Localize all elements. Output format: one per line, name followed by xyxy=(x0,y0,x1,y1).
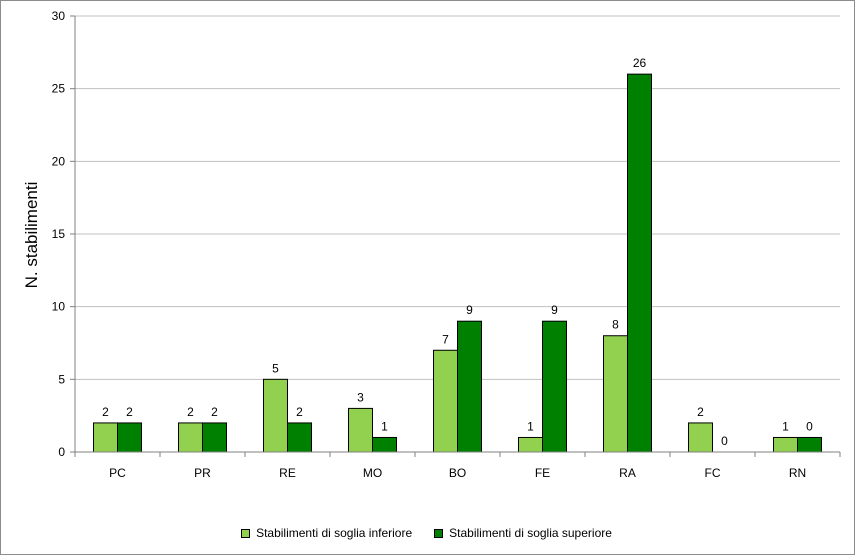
bar-superiore-RN xyxy=(797,436,822,453)
data-label: 2 xyxy=(187,405,194,419)
legend: Stabilimenti di soglia inferiore Stabili… xyxy=(0,526,853,540)
legend-swatch-inferiore xyxy=(241,528,251,538)
bar-superiore-PC xyxy=(117,422,142,453)
bar-inferiore-FC xyxy=(688,422,713,453)
bar-inferiore-PC xyxy=(93,422,118,453)
legend-label-superiore: Stabilimenti di soglia superiore xyxy=(449,526,612,540)
data-label: 26 xyxy=(633,56,647,70)
data-label: 9 xyxy=(551,303,558,317)
data-label: 2 xyxy=(126,405,133,419)
bar-inferiore-MO xyxy=(348,407,373,453)
bar-inferiore-BO xyxy=(433,349,458,453)
data-label: 1 xyxy=(381,419,388,433)
bar-inferiore-RA xyxy=(603,335,628,453)
y-tick-label: 0 xyxy=(58,445,65,459)
gridlines xyxy=(75,15,840,380)
x-tick-label: PC xyxy=(109,466,126,480)
legend-swatch-superiore xyxy=(434,528,444,538)
bar-inferiore-RE xyxy=(263,378,288,453)
x-tick-label: FE xyxy=(535,466,550,480)
legend-label-inferiore: Stabilimenti di soglia inferiore xyxy=(256,526,413,540)
data-label: 7 xyxy=(442,332,449,346)
y-tick-label: 30 xyxy=(52,9,66,23)
bar-inferiore-FE xyxy=(518,436,543,453)
data-label: 0 xyxy=(806,419,813,433)
data-label: 1 xyxy=(782,419,789,433)
bar-superiore-RA xyxy=(627,73,652,453)
bar-superiore-FE xyxy=(542,320,567,453)
bar-superiore-PR xyxy=(202,422,227,453)
x-tick-label: PR xyxy=(194,466,211,480)
x-tick-label: RE xyxy=(279,466,296,480)
x-tick-labels: PC PR RE MO BO FE RA FC RN xyxy=(74,452,841,480)
x-tick-label: FC xyxy=(705,466,721,480)
bars xyxy=(93,73,822,453)
data-label: 2 xyxy=(697,405,704,419)
legend-item-inferiore: Stabilimenti di soglia inferiore xyxy=(241,526,412,540)
bar-superiore-MO xyxy=(372,436,397,453)
bar-superiore-BO xyxy=(457,320,482,453)
x-tick-label: RA xyxy=(619,466,636,480)
bar-inferiore-RN xyxy=(773,436,798,453)
y-tick-label: 25 xyxy=(52,82,66,96)
data-label: 9 xyxy=(466,303,473,317)
y-tick-label: 5 xyxy=(58,372,65,386)
data-label: 2 xyxy=(296,405,303,419)
x-tick-label: RN xyxy=(789,466,806,480)
data-label: 1 xyxy=(527,419,534,433)
y-tick-label: 15 xyxy=(52,227,66,241)
data-label: 2 xyxy=(211,405,218,419)
y-tick-label: 10 xyxy=(52,300,66,314)
bar-superiore-RE xyxy=(287,422,312,453)
data-label: 5 xyxy=(272,361,279,375)
x-tick-label: BO xyxy=(449,466,466,480)
y-tick-label: 20 xyxy=(52,154,66,168)
legend-item-superiore: Stabilimenti di soglia superiore xyxy=(434,526,612,540)
bar-inferiore-PR xyxy=(178,422,203,453)
data-label: 3 xyxy=(357,390,364,404)
y-axis-label: N. stabilimenti xyxy=(22,182,41,289)
data-label: 8 xyxy=(612,318,619,332)
y-tick-labels: 0 5 10 15 20 25 30 xyxy=(52,9,75,459)
x-tick-label: MO xyxy=(363,466,382,480)
data-label: 0 xyxy=(721,434,728,448)
data-label: 2 xyxy=(102,405,109,419)
